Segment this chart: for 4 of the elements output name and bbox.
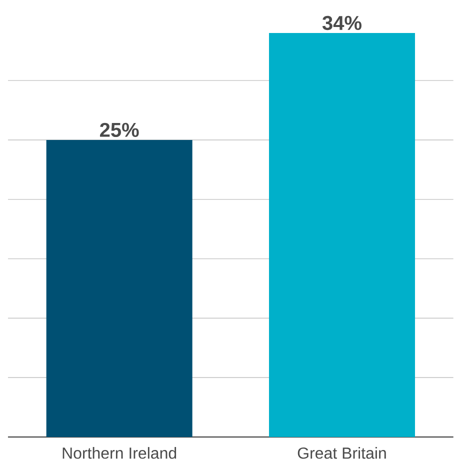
x-tick-label: Northern Ireland	[62, 447, 176, 459]
x-tick-label: Great Britain	[298, 447, 386, 459]
data-label: 34%	[322, 16, 362, 30]
data-label: 25%	[100, 122, 139, 137]
